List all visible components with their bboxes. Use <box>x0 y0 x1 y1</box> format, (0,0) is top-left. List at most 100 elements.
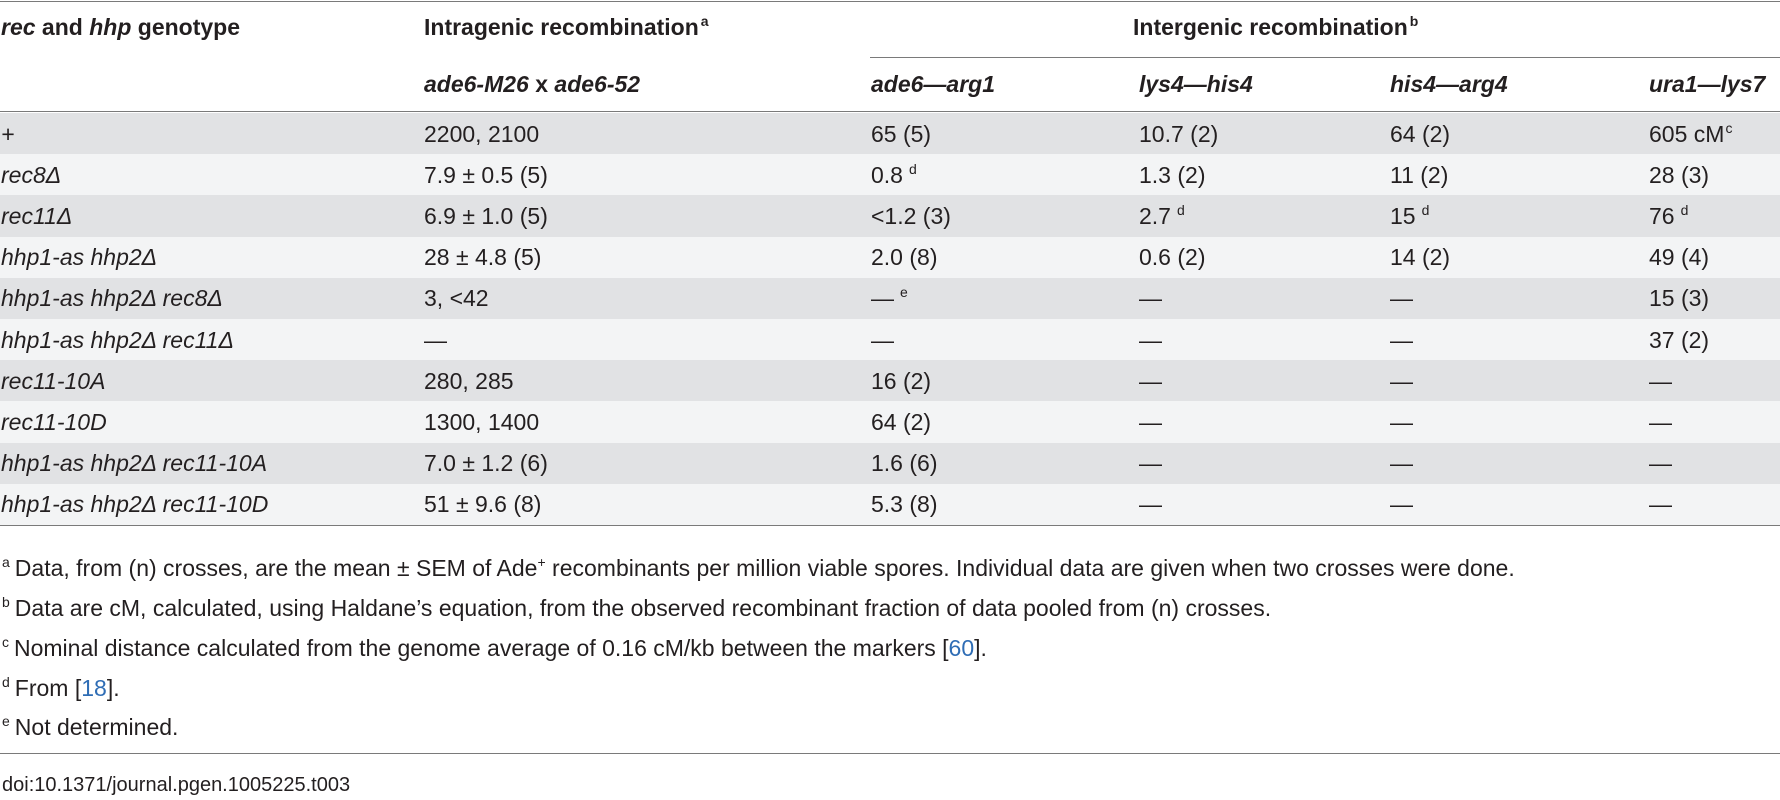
footnote-mark: b <box>2 594 10 610</box>
ade6-arg1-value-cell: — e <box>871 284 908 315</box>
cell-text: — <box>1139 491 1162 518</box>
intragenic-value-cell: 2200, 2100 <box>424 120 539 148</box>
cell-text: 5.3 (8) <box>871 491 938 518</box>
footnote-c: c Nominal distance calculated from the ge… <box>2 634 987 665</box>
ade6-arg1-value-cell: 2.0 (8) <box>871 243 937 271</box>
ura1-lys7-value-cell: 49 (4) <box>1649 243 1709 271</box>
cell-text: rec11-10D <box>1 408 107 435</box>
ade-plus-superscript: + <box>537 554 546 570</box>
cell-text: 280, 285 <box>424 367 514 394</box>
ura1-lys7-value-cell: 605 cMc <box>1649 120 1732 151</box>
cell-text: rec11-10A <box>1 367 106 394</box>
cell-text: 3, <42 <box>424 285 489 312</box>
cell-text: — <box>1390 367 1413 394</box>
allele-ade6-m26: ade6-M26 <box>424 71 529 97</box>
genotype-cell: hhp1-as hhp2Δ rec11-10D <box>1 490 268 518</box>
cell-text: hhp1-as hhp2Δ rec11-10A <box>1 450 268 477</box>
cell-text: 0.6 (2) <box>1139 244 1206 271</box>
cell-text: 15 (3) <box>1649 285 1710 312</box>
interval-label: ura1—lys7 <box>1649 71 1766 97</box>
cell-text: — <box>1390 285 1413 312</box>
footnote-text: Data are cM, calculated, using Haldane’s… <box>14 595 1272 621</box>
header-bottom-rule <box>0 111 1780 112</box>
cross-x: x <box>528 71 555 97</box>
intragenic-value-cell: 7.9 ± 0.5 (5) <box>424 161 548 189</box>
cell-text: 605 cM <box>1649 120 1725 147</box>
intergenic-header: Intergenic recombination b <box>1133 13 1418 44</box>
genotype-header-suffix: genotype <box>131 14 240 40</box>
cell-text: hhp1-as hhp2Δ <box>1 244 158 271</box>
intragenic-value-cell: 7.0 ± 1.2 (6) <box>424 449 548 477</box>
ade6-arg1-value-cell: 5.3 (8) <box>871 490 937 518</box>
ade6-arg1-value-cell: 65 (5) <box>871 120 931 148</box>
cell-text: 2.0 (8) <box>871 244 938 271</box>
footnote-mark: c <box>2 634 9 650</box>
ade6-arg1-value-cell: 0.8 d <box>871 161 917 192</box>
lys4-his4-value-cell: — <box>1139 284 1162 312</box>
cell-text: 14 (2) <box>1390 244 1451 271</box>
footnote-mark: d <box>908 160 917 177</box>
footnote-text: Data, from (n) crosses, are the mean ± S… <box>14 555 538 581</box>
table-row <box>0 195 1780 238</box>
cell-text: 0.8 <box>871 161 903 188</box>
genotype-cell: hhp1-as hhp2Δ <box>1 243 157 271</box>
cell-text: 64 (2) <box>1390 120 1451 147</box>
ura1-lys7-value-cell: 76 d <box>1649 202 1688 233</box>
cell-text: — <box>1649 408 1672 435</box>
cell-text: 16 (2) <box>871 367 932 394</box>
reference-link-60[interactable]: 60 <box>948 635 975 661</box>
genotype-cell: + <box>1 120 14 148</box>
cell-text: — <box>1139 450 1162 477</box>
intragenic-subheader: ade6-M26 x ade6-52 <box>424 70 640 98</box>
his4-arg4-value-cell: — <box>1390 490 1413 518</box>
genotype-cell: rec8Δ <box>1 161 61 189</box>
ura1-lys7-value-cell: — <box>1649 367 1672 395</box>
table-row <box>0 236 1780 279</box>
footnote-text: Not determined. <box>14 714 179 740</box>
cell-text: 49 (4) <box>1649 244 1710 271</box>
genotype-column-header: rec and hhp genotype <box>1 13 240 41</box>
his4-arg4-value-cell: 64 (2) <box>1390 120 1450 148</box>
table-row <box>0 360 1780 402</box>
lys4-his4-value-cell: — <box>1139 449 1162 477</box>
genotype-cell: hhp1-as hhp2Δ rec11-10A <box>1 449 267 477</box>
cell-text: — <box>1390 408 1413 435</box>
genotype-header-hhp: hhp <box>89 14 132 40</box>
lys4-his4-value-cell: — <box>1139 367 1162 395</box>
table-row <box>0 442 1780 485</box>
intragenic-value-cell: 280, 285 <box>424 367 514 395</box>
his4-arg4-value-cell: — <box>1390 408 1413 436</box>
reference-link-18[interactable]: 18 <box>81 675 107 701</box>
footnote-text-end: ]. <box>974 635 987 661</box>
footnote-mark: a <box>2 554 10 570</box>
ade6-arg1-value-cell: — <box>871 326 894 354</box>
interval-label: his4—arg4 <box>1390 71 1508 97</box>
intragenic-value-cell: 51 ± 9.6 (8) <box>424 490 541 518</box>
cell-text: — <box>1139 408 1162 435</box>
cell-text: 15 <box>1390 202 1416 229</box>
intragenic-value-cell: 1300, 1400 <box>424 408 539 436</box>
cell-text: 1.6 (6) <box>871 450 938 477</box>
footnote-e: e Not determined. <box>2 713 178 744</box>
interval-ade6-arg1-header: ade6—arg1 <box>871 70 995 98</box>
his4-arg4-value-cell: 11 (2) <box>1390 161 1448 189</box>
cell-text: 6.9 ± 1.0 (5) <box>424 202 548 229</box>
ade6-arg1-value-cell: 16 (2) <box>871 367 931 395</box>
lys4-his4-value-cell: — <box>1139 408 1162 436</box>
intragenic-value-cell: — <box>424 326 447 354</box>
footnote-text-end: ]. <box>106 675 120 701</box>
ade6-arg1-value-cell: 1.6 (6) <box>871 449 937 477</box>
footnote-mark: d <box>1176 201 1185 218</box>
his4-arg4-value-cell: — <box>1390 326 1413 354</box>
footnote-mark: e <box>2 713 10 729</box>
lys4-his4-value-cell: — <box>1139 326 1162 354</box>
cell-text: hhp1-as hhp2Δ rec8Δ <box>1 285 223 312</box>
genotype-cell: rec11-10A <box>1 367 105 395</box>
ade6-arg1-value-cell: <1.2 (3) <box>871 202 951 230</box>
table-row <box>0 319 1780 361</box>
cell-text: — <box>1139 285 1162 312</box>
cell-text: 11 (2) <box>1390 161 1449 188</box>
ura1-lys7-value-cell: 37 (2) <box>1649 326 1709 354</box>
footnote-mark: d <box>2 674 10 690</box>
lys4-his4-value-cell: 1.3 (2) <box>1139 161 1205 189</box>
